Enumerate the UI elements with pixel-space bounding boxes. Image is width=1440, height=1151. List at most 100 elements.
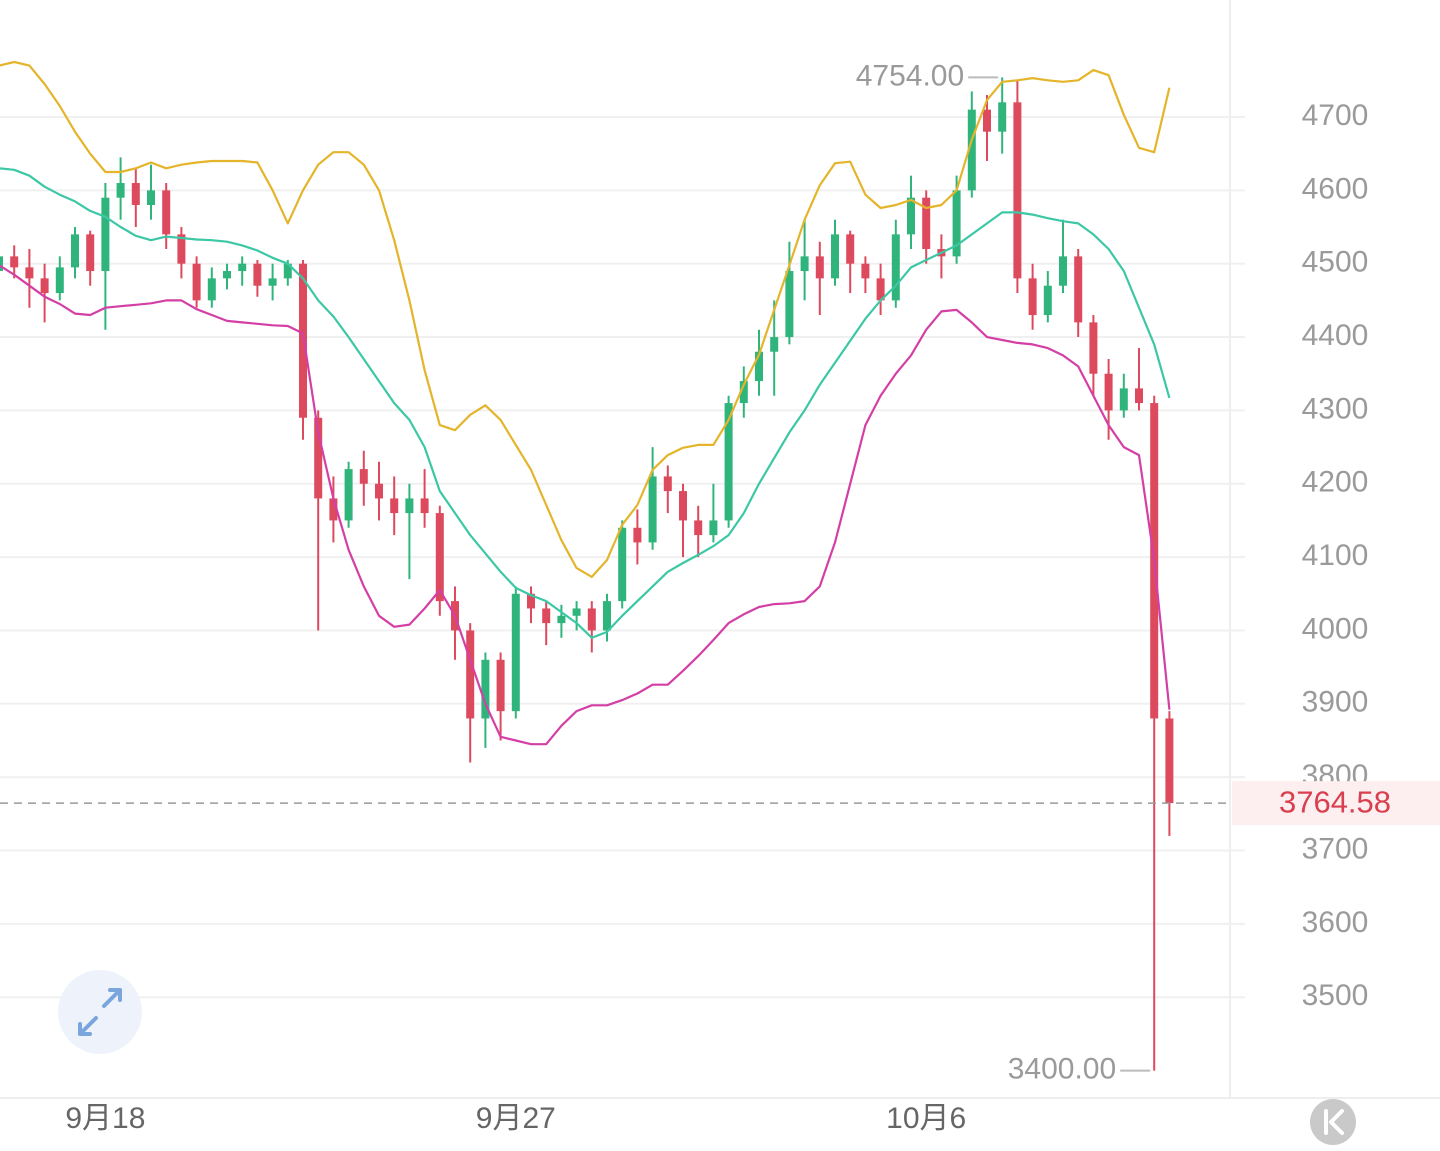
candle-body [785,271,794,338]
candle-body [55,267,64,294]
band-line [0,167,1171,639]
y-tick-label: 4400 [1302,319,1369,352]
candle-body [557,615,566,624]
candle-body [694,520,703,536]
y-tick-label: 4000 [1302,612,1369,645]
candle-body [223,271,231,279]
candle-body [420,498,429,514]
candle-body [0,256,3,272]
candle-body [466,630,475,719]
candle-body [435,513,444,602]
last-price-box [1232,781,1440,826]
candle-body [375,483,383,499]
candle-body [679,491,687,521]
candle-body [101,197,110,272]
candle-body [344,469,353,521]
candle-body [177,234,186,264]
candle-body [907,197,915,235]
candle-body [10,256,19,268]
candle-body [329,498,338,521]
candle-body [481,659,490,719]
candle-body [770,337,779,352]
candle-body [253,263,262,286]
candle-body [299,263,307,418]
candle-body [967,109,976,191]
y-tick-label: 3500 [1302,979,1369,1012]
y-tick-label: 4200 [1302,466,1369,499]
candle-body [390,498,399,514]
candle-body [162,190,171,235]
y-tick-label: 4600 [1302,172,1369,205]
candle-body [131,183,140,206]
plot-area [0,60,1174,1071]
candle-body [648,476,657,543]
candle-body [891,234,900,301]
candle-body [1028,278,1037,316]
band-line [0,264,1171,746]
candle-body [1043,285,1052,316]
candle-body [1089,322,1098,374]
candle-body [1059,256,1067,286]
candle-body [268,278,277,286]
collapse-kline-button[interactable] [1310,1099,1356,1145]
candle-body [359,469,368,484]
candle-body [511,593,520,712]
candle-body [861,263,870,279]
y-tick-label: 3600 [1302,906,1369,939]
candle-body [1119,388,1128,411]
candle-body [40,278,49,294]
overlay: 3500360037003800390040004100420043004400… [0,59,1440,1135]
candle-body [1104,373,1113,411]
min-label: 3400.00 [1008,1052,1116,1085]
candle-body [724,403,733,521]
candle-body [496,659,505,712]
candle-body [116,183,125,198]
max-label: 4754.00 [856,59,964,92]
candle-body [542,608,551,624]
candle-body [405,498,414,514]
x-tick-label: 10月6 [886,1102,966,1135]
candle-body [207,278,216,301]
candle-body [238,263,247,272]
candle-body [846,234,855,264]
candle-body [876,278,885,301]
candle-body [283,263,292,279]
expand-button[interactable] [58,970,142,1054]
y-tick-label: 4300 [1302,392,1369,425]
candle-body [755,351,763,382]
candle-body [572,608,581,616]
candle-body [192,263,201,301]
x-tick-label: 9月18 [65,1102,145,1135]
candle-body [1074,256,1083,323]
candle-body [998,102,1007,132]
candle-body [800,256,809,272]
candle-body [618,527,627,602]
grid [0,115,1245,999]
candle-body [709,520,718,536]
band-line [0,60,1171,578]
candle-body [831,234,839,279]
candle-body [1165,718,1174,804]
candle-body [147,190,155,206]
last-price-label: 3764.58 [1279,784,1391,819]
candle-body [1013,102,1022,279]
candle-body [983,109,991,132]
candle-body [314,417,323,499]
y-tick-label: 4500 [1302,246,1369,279]
candle-body [527,593,535,609]
candle-body [815,256,824,279]
candle-body [922,197,931,250]
candle-body [603,601,611,631]
candle-body [25,267,34,279]
candle-body [952,190,961,257]
y-tick-label: 3900 [1302,686,1369,719]
candle-body [71,234,79,268]
candle-body [587,608,596,631]
candle-body [86,234,95,272]
y-tick-label: 4100 [1302,539,1369,572]
candle-body [1135,388,1143,404]
y-tick-label: 4700 [1302,99,1369,132]
candle-body [739,381,748,404]
